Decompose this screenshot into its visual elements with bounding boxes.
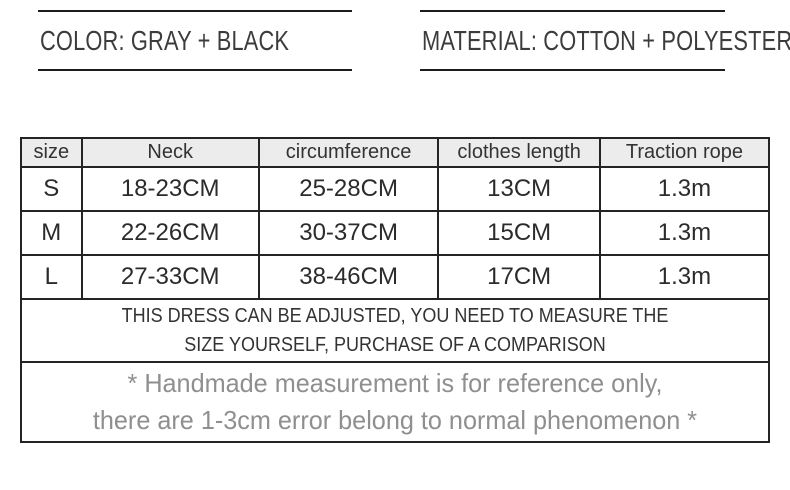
table-row-s: S 18-23CM 25-28CM 13CM 1.3m: [20, 166, 771, 212]
divider-line: [38, 10, 352, 12]
disclaimer-line2: there are 1-3cm error belong to normal p…: [92, 405, 698, 435]
table-header-row: size Neck circumference clothes length T…: [20, 137, 771, 168]
material-spec: MATERIAL: COTTON + POLYESTER: [420, 10, 790, 71]
adjust-note-row: THIS DRESS CAN BE ADJUSTED, YOU NEED TO …: [20, 298, 770, 363]
disclaimer-text: * Handmade measurement is for reference …: [33, 365, 757, 439]
circumference-cell: 30-37CM: [257, 210, 440, 256]
disclaimer-cell: * Handmade measurement is for reference …: [20, 361, 770, 443]
traction-rope-cell: 1.3m: [598, 166, 771, 212]
circumference-cell: 38-46CM: [257, 254, 440, 300]
size-cell: M: [20, 210, 83, 256]
divider-line: [420, 69, 725, 71]
disclaimer-line1: * Handmade measurement is for reference …: [127, 368, 663, 398]
adjust-note-line2: SIZE YOURSELF, PURCHASE OF A COMPARISON: [184, 333, 606, 356]
clothes-length-cell: 13CM: [437, 166, 601, 212]
clothes-length-cell: 17CM: [437, 254, 601, 300]
column-header-circumference: circumference: [257, 137, 440, 168]
size-cell: L: [20, 254, 83, 300]
adjust-note-cell: THIS DRESS CAN BE ADJUSTED, YOU NEED TO …: [20, 298, 770, 363]
neck-cell: 27-33CM: [80, 254, 260, 300]
column-header-clothes-length: clothes length: [437, 137, 601, 168]
color-label: COLOR: GRAY + BLACK: [40, 24, 290, 56]
column-header-neck: Neck: [80, 137, 260, 168]
table-row-m: M 22-26CM 30-37CM 15CM 1.3m: [20, 210, 771, 256]
circumference-cell: 25-28CM: [257, 166, 440, 212]
divider-line: [38, 69, 352, 71]
adjust-note-text: THIS DRESS CAN BE ADJUSTED, YOU NEED TO …: [59, 302, 730, 360]
traction-rope-cell: 1.3m: [598, 254, 771, 300]
neck-cell: 22-26CM: [80, 210, 260, 256]
table-row-l: L 27-33CM 38-46CM 17CM 1.3m: [20, 254, 771, 300]
material-label: MATERIAL: COTTON + POLYESTER: [422, 24, 790, 56]
size-table: size Neck circumference clothes length T…: [20, 137, 771, 443]
column-header-traction-rope: Traction rope: [598, 137, 771, 168]
neck-cell: 18-23CM: [80, 166, 260, 212]
traction-rope-cell: 1.3m: [598, 210, 771, 256]
disclaimer-row: * Handmade measurement is for reference …: [20, 361, 770, 443]
column-header-size: size: [20, 137, 83, 168]
color-spec: COLOR: GRAY + BLACK: [38, 10, 352, 71]
size-cell: S: [20, 166, 83, 212]
adjust-note-line1: THIS DRESS CAN BE ADJUSTED, YOU NEED TO …: [121, 304, 669, 327]
divider-line: [420, 10, 725, 12]
clothes-length-cell: 15CM: [437, 210, 601, 256]
